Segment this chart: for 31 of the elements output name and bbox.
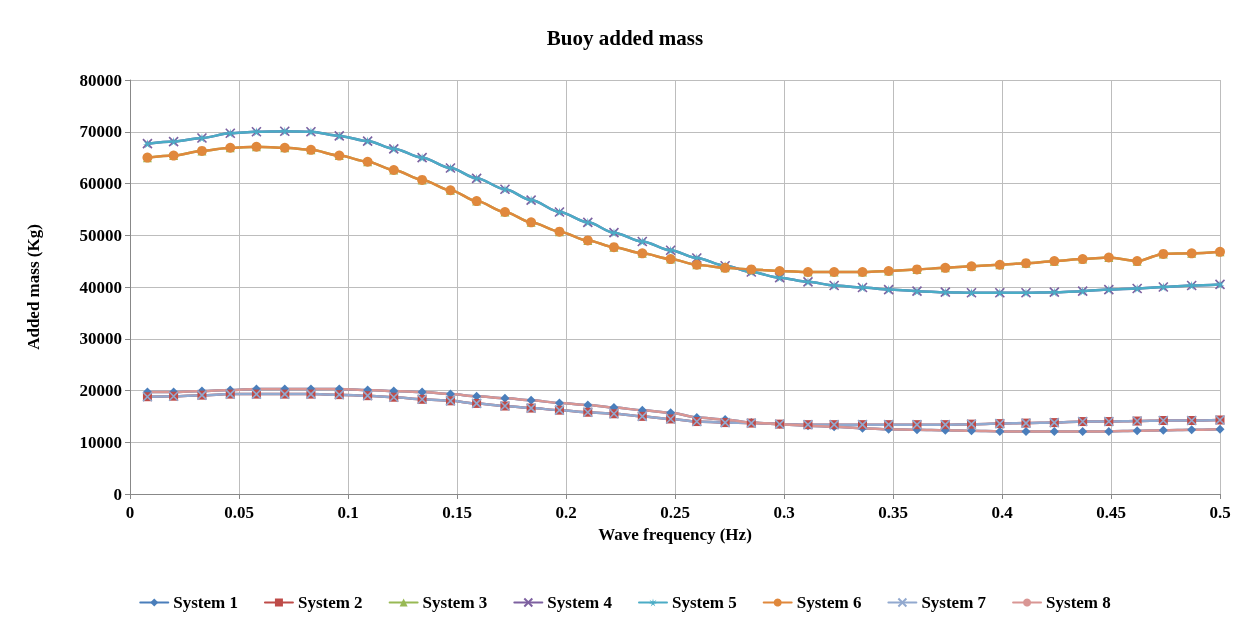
legend-label: System 3 (422, 593, 488, 612)
legend-label: System 6 (796, 593, 862, 612)
legend-label: System 1 (173, 593, 238, 612)
x-tick-label: 0.05 (224, 503, 254, 522)
y-axis-title: Added mass (Kg) (24, 224, 43, 350)
x-tick-label: 0.4 (991, 503, 1014, 522)
y-tick-label: 50000 (79, 225, 122, 245)
x-tick-label: 0.3 (773, 503, 795, 522)
x-tick-label: 0.25 (660, 503, 690, 522)
legend-label: System 2 (297, 593, 363, 612)
y-tick-label: 10000 (79, 432, 122, 452)
y-tick-label: 30000 (79, 329, 122, 349)
y-tick-label: 80000 (79, 70, 122, 90)
legend-label: System 7 (921, 593, 987, 612)
x-tick-label: 0.35 (878, 503, 908, 522)
y-tick-label: 60000 (79, 174, 122, 193)
legend-label: System 4 (547, 593, 613, 612)
x-tick-label: 0.2 (555, 503, 577, 522)
x-tick-label: 0.1 (337, 503, 359, 522)
y-tick-label: 70000 (79, 122, 122, 142)
y-tick-label: 20000 (79, 381, 122, 400)
x-axis-title: Wave frequency (Hz) (598, 525, 752, 544)
chart-title: Buoy added mass (546, 25, 704, 50)
y-tick-label: 40000 (79, 277, 122, 297)
x-tick-label: 0.15 (442, 503, 472, 522)
x-tick-label: 0.45 (1096, 503, 1126, 522)
y-tick-label: 0 (113, 484, 122, 504)
x-tick-label: 0.5 (1209, 503, 1231, 522)
x-tick-label: 0 (125, 503, 135, 522)
legend-label: System 8 (1046, 593, 1111, 612)
legend-label: System 5 (672, 593, 737, 612)
